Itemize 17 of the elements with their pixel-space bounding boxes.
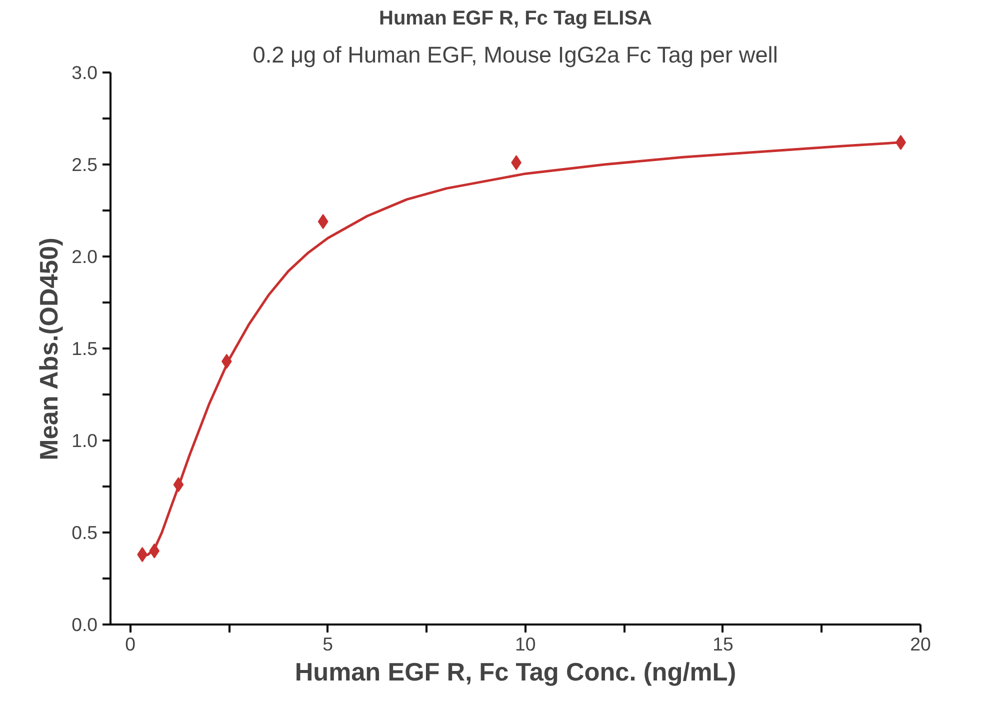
x-tick-label: 5 — [322, 634, 334, 654]
y-tick-label: 2.5 — [72, 154, 98, 175]
x-axis-title: Human EGF R, Fc Tag Conc. (ng/mL) — [294, 658, 736, 686]
y-tick-label: 1.0 — [72, 430, 98, 451]
chart-subtitle: 0.2 μg of Human EGF, Mouse IgG2a Fc Tag per well — [252, 42, 778, 68]
x-tick-label: 20 — [910, 634, 931, 654]
y-axis-title: Mean Abs.(OD450) — [36, 238, 64, 460]
x-tick-label: 10 — [515, 634, 536, 654]
y-tick-label: 1.5 — [72, 338, 98, 359]
y-tick-label: 0.5 — [72, 522, 98, 543]
y-tick-label: 3.0 — [72, 62, 98, 83]
x-tick-label: 15 — [712, 634, 734, 654]
point — [318, 214, 328, 230]
y-tick-label: 0.0 — [72, 614, 98, 635]
chart-title: Human EGF R, Fc Tag ELISA — [379, 8, 652, 30]
x-tick-label: 0 — [125, 634, 136, 654]
y-tick-label: 2.0 — [72, 246, 98, 267]
